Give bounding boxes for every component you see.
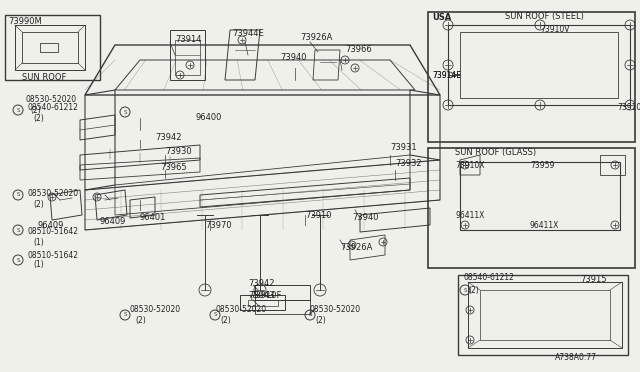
Text: A738A0.77: A738A0.77	[555, 353, 597, 362]
Text: 73942: 73942	[248, 279, 275, 288]
Text: 08530-52020: 08530-52020	[25, 96, 76, 105]
Text: 73914E: 73914E	[432, 71, 461, 80]
Text: 08510-51642: 08510-51642	[28, 228, 79, 237]
Text: (2): (2)	[33, 113, 44, 122]
Text: 73914: 73914	[175, 35, 202, 45]
Text: (1): (1)	[33, 260, 44, 269]
Text: 96411X: 96411X	[530, 221, 559, 230]
Text: S: S	[124, 109, 127, 115]
Text: 73910X: 73910X	[455, 160, 484, 170]
Text: 73990M: 73990M	[8, 17, 42, 26]
Text: 96411X: 96411X	[455, 211, 484, 219]
Text: 73940: 73940	[280, 52, 307, 61]
Bar	[458, 275, 628, 355]
Text: 73926A: 73926A	[340, 244, 372, 253]
Text: 08530-52020: 08530-52020	[130, 305, 181, 314]
Text: 73943: 73943	[248, 292, 275, 301]
Text: S: S	[213, 312, 217, 317]
Bar	[5, 15, 100, 80]
Text: (1): (1)	[33, 237, 44, 247]
Text: 08530-52020: 08530-52020	[215, 305, 266, 314]
Text: 73932: 73932	[395, 158, 422, 167]
Text: 08540-61212: 08540-61212	[463, 273, 514, 282]
Text: 73966: 73966	[345, 45, 372, 55]
Text: 96400: 96400	[195, 113, 221, 122]
Text: 73942: 73942	[155, 132, 182, 141]
Text: 73910: 73910	[617, 103, 640, 112]
Text: S: S	[16, 228, 20, 232]
Text: (2): (2)	[33, 199, 44, 208]
Text: (2): (2)	[135, 315, 146, 324]
Text: 73915: 73915	[580, 276, 607, 285]
Text: USA: USA	[432, 13, 451, 22]
Text: 08510-51642: 08510-51642	[28, 250, 79, 260]
Text: 96409: 96409	[38, 221, 65, 230]
Text: 73926A: 73926A	[300, 33, 332, 42]
Text: 73931: 73931	[390, 144, 417, 153]
Text: 08530-52020: 08530-52020	[310, 305, 361, 314]
Text: S: S	[16, 108, 20, 112]
Text: (2): (2)	[468, 285, 479, 295]
Text: 73965: 73965	[160, 163, 187, 171]
Text: 08540-61212: 08540-61212	[28, 103, 79, 112]
Text: 73944E: 73944E	[232, 29, 264, 38]
Text: (2): (2)	[30, 106, 41, 115]
Text: SUN ROOF: SUN ROOF	[22, 73, 67, 81]
Text: 73959: 73959	[530, 160, 554, 170]
Text: 73914E: 73914E	[432, 71, 461, 80]
Text: SUN ROOF (GLASS): SUN ROOF (GLASS)	[455, 148, 536, 157]
Text: 73910: 73910	[305, 211, 332, 219]
Text: S: S	[16, 192, 20, 198]
Text: 96401: 96401	[140, 214, 166, 222]
Bar	[428, 12, 635, 142]
Text: 73910F: 73910F	[250, 291, 282, 299]
Text: 08530-52020: 08530-52020	[28, 189, 79, 198]
Text: SUN ROOF (STEEL): SUN ROOF (STEEL)	[505, 13, 584, 22]
Text: 73910V: 73910V	[540, 26, 570, 35]
Text: 73970: 73970	[205, 221, 232, 230]
Text: 73940: 73940	[352, 214, 378, 222]
Text: 96409: 96409	[100, 218, 126, 227]
Text: S: S	[16, 257, 20, 263]
Text: (2): (2)	[220, 315, 231, 324]
Text: S: S	[124, 312, 127, 317]
Text: 73930: 73930	[165, 148, 191, 157]
Text: S: S	[463, 288, 467, 292]
Text: S: S	[308, 312, 312, 317]
Text: (2): (2)	[315, 315, 326, 324]
Bar	[428, 148, 635, 268]
